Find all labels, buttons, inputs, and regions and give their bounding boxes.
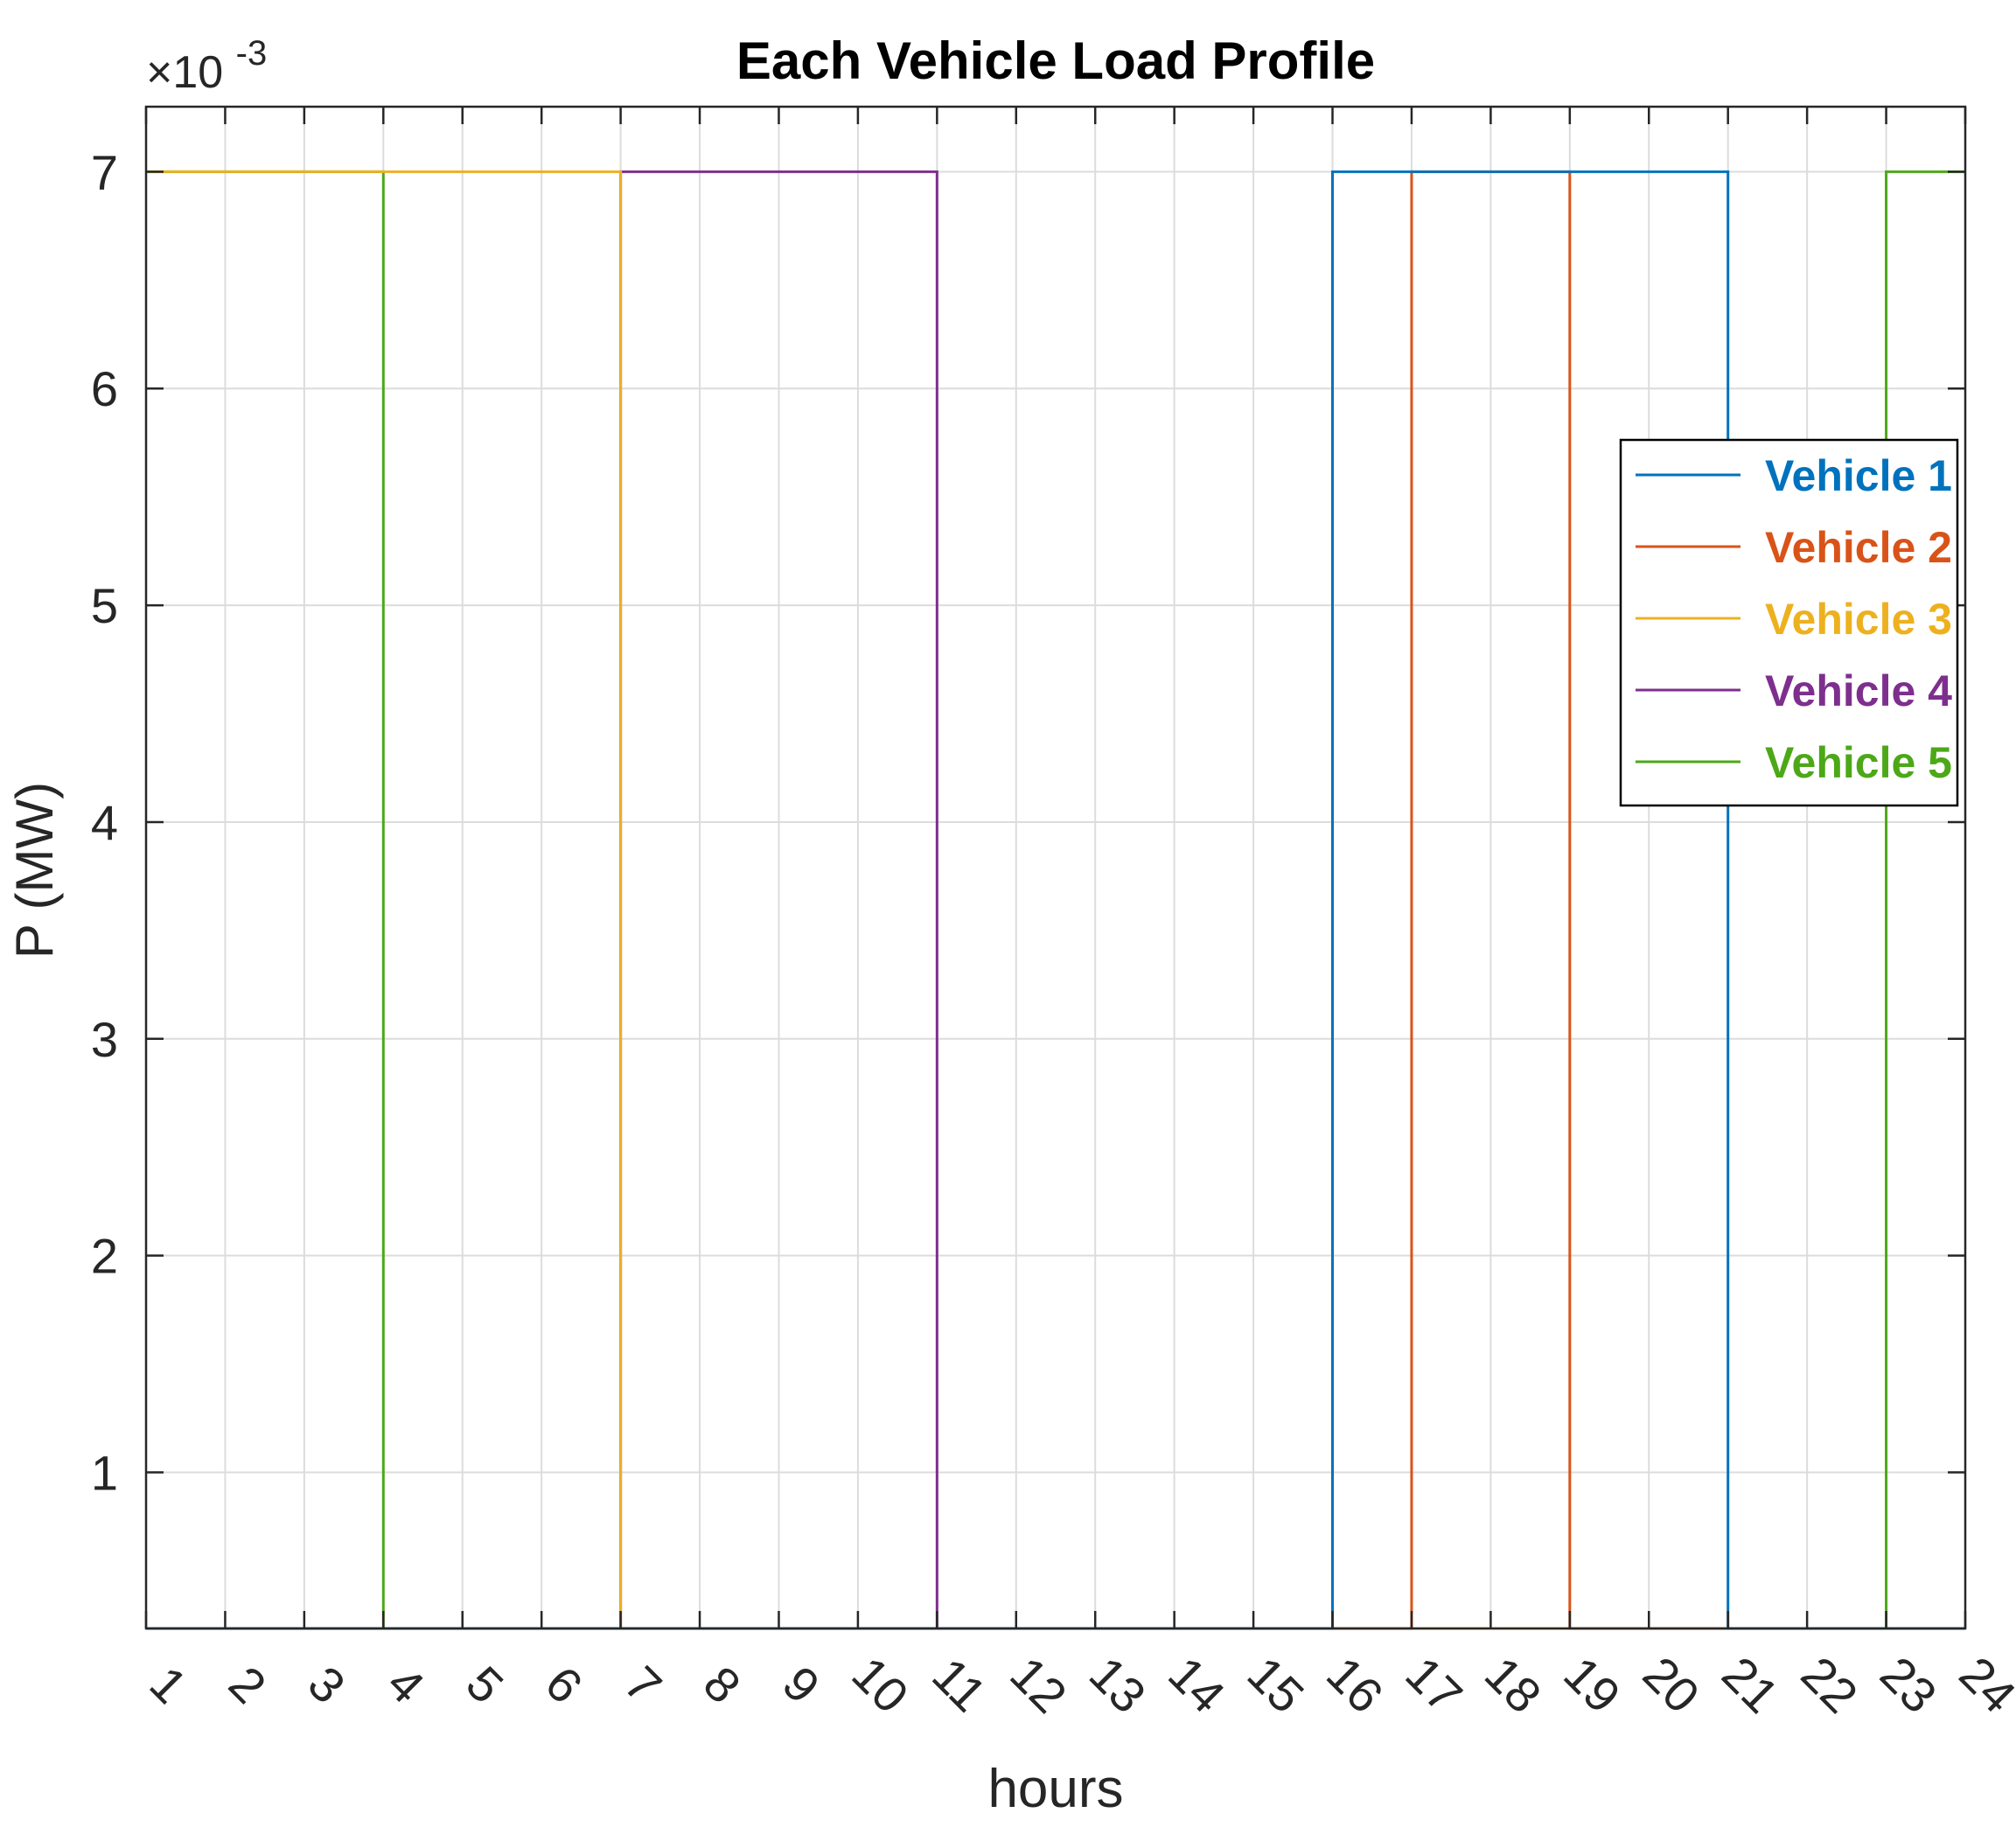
legend-label: Vehicle 2 xyxy=(1765,523,1952,572)
y-tick-label: 4 xyxy=(91,795,118,850)
legend-label: Vehicle 5 xyxy=(1765,738,1952,787)
legend-label: Vehicle 3 xyxy=(1765,595,1952,644)
y-tick-label: 1 xyxy=(91,1446,118,1501)
plot-area xyxy=(146,107,1965,1628)
axes-box xyxy=(144,105,1967,1630)
y-tick-label: 6 xyxy=(91,361,118,416)
legend: Vehicle 1 Vehicle 2 Vehicle 3 Vehicle 4 Vehi… xyxy=(1619,438,1959,807)
legend-box xyxy=(1619,438,1959,807)
legend-label: Vehicle 1 xyxy=(1765,451,1952,500)
y-tick-label: 2 xyxy=(91,1229,118,1284)
legend-label: Vehicle 4 xyxy=(1765,666,1952,715)
y-exponent-power: -3 xyxy=(236,34,268,73)
chart-title: Each Vehicle Load Profile xyxy=(736,31,1375,90)
y-axis-label: P (MW) xyxy=(5,782,64,959)
x-axis-label: hours xyxy=(987,1759,1123,1819)
y-tick-label: 7 xyxy=(91,144,118,199)
y-exponent-label: ×10 -3 xyxy=(146,34,267,98)
y-exponent-base: ×10 xyxy=(146,47,223,98)
y-tick-label: 3 xyxy=(91,1012,118,1067)
y-tick-label: 5 xyxy=(91,578,118,633)
ticks xyxy=(144,107,1967,1628)
